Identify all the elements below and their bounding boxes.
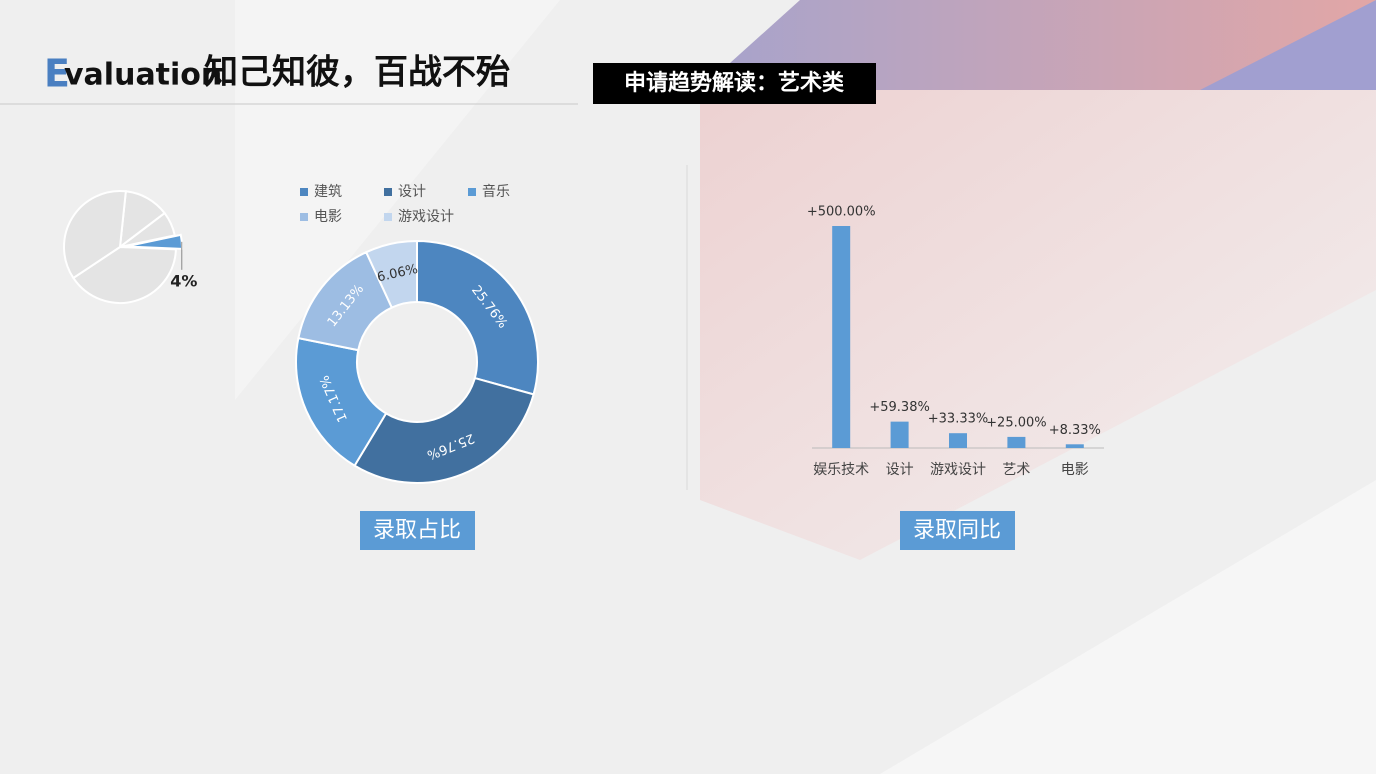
legend-label: 游戏设计	[398, 209, 454, 225]
pie-slice	[63, 190, 127, 280]
data-label: +25.00%	[986, 415, 1046, 430]
legend-swatch	[384, 188, 392, 196]
legend-label: 音乐	[482, 183, 510, 200]
bg-shape	[1200, 0, 1376, 90]
donut-slice	[364, 239, 418, 309]
bar	[890, 421, 909, 448]
x-tick-label: 电影	[1061, 462, 1089, 478]
data-label: +59.38%	[869, 400, 929, 415]
bar	[1065, 444, 1084, 448]
bar	[1007, 436, 1026, 448]
x-tick-label: 游戏设计	[930, 462, 986, 478]
legend-label: 电影	[314, 209, 342, 225]
data-label: +500.00%	[807, 205, 876, 220]
donut-slice	[416, 239, 539, 396]
data-label: 4%	[170, 271, 197, 290]
x-tick-label: 娱乐技术	[813, 462, 869, 478]
legend-label: 建筑	[314, 184, 342, 200]
caption: 录取占比	[373, 518, 461, 543]
data-label: +33.33%	[928, 412, 988, 427]
bg-shape	[880, 480, 1376, 774]
subtitle: 申请趋势解读：艺术类	[624, 70, 845, 96]
title-cn: 知己知彼，百战不殆	[204, 53, 510, 93]
legend-swatch	[300, 213, 308, 221]
donut-slice	[295, 336, 388, 468]
legend-swatch	[468, 188, 476, 196]
donut-slice	[353, 376, 535, 484]
bg-shape	[700, 90, 1376, 560]
x-tick-label: 艺术	[1002, 462, 1030, 478]
bar	[949, 433, 967, 448]
data-label: +8.33%	[1049, 423, 1101, 438]
legend-swatch	[384, 213, 392, 221]
title-word: valuation	[64, 58, 222, 93]
caption-box	[900, 511, 1015, 550]
bar	[832, 226, 851, 448]
legend-swatch	[300, 188, 308, 196]
title-letter: E	[44, 52, 70, 96]
x-tick-label: 设计	[886, 462, 914, 478]
subtitle-box	[593, 63, 876, 104]
legend-label: 设计	[398, 184, 426, 200]
caption-box	[360, 511, 475, 550]
caption: 录取同比	[913, 518, 1001, 543]
